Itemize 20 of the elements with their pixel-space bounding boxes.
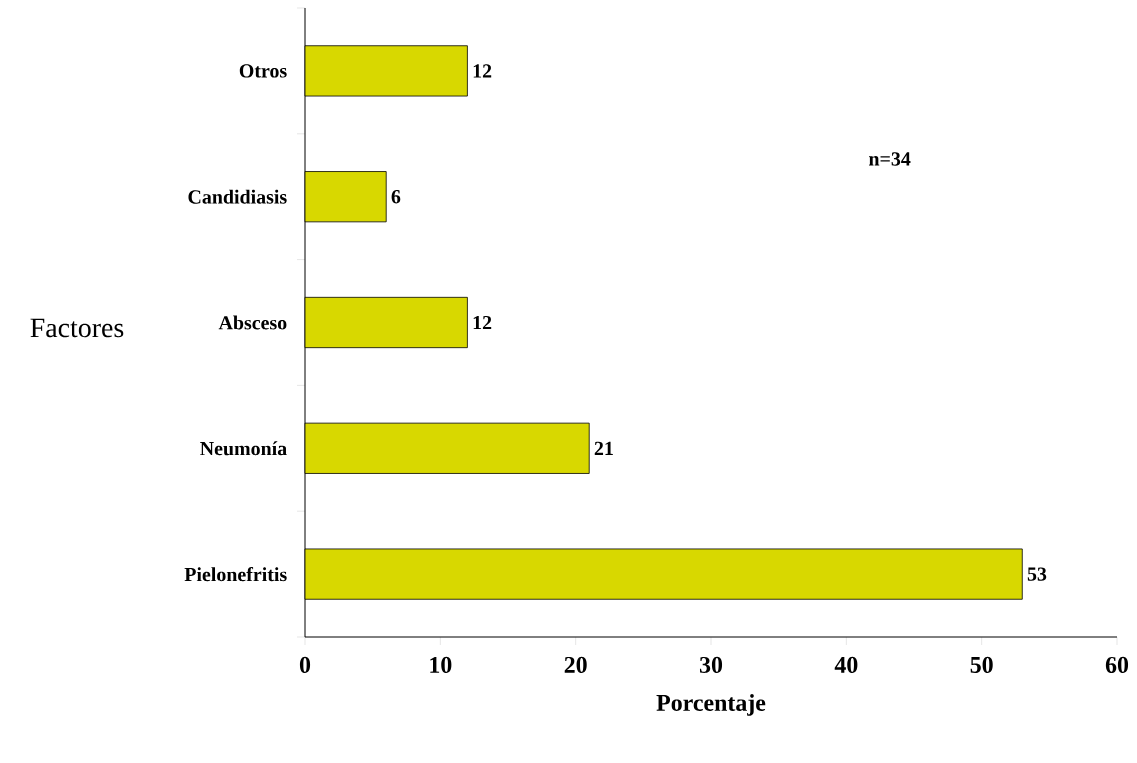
y-tick-label: Pielonefritis bbox=[184, 566, 287, 582]
x-tick-label: 0 bbox=[299, 656, 311, 673]
x-tick-label: 60 bbox=[1105, 656, 1129, 673]
y-axis-title: Factores bbox=[30, 318, 124, 338]
data-label: 21 bbox=[594, 441, 613, 455]
x-tick-label: 30 bbox=[699, 656, 723, 673]
y-tick-label: Neumonía bbox=[200, 441, 287, 456]
annotation: n=34 bbox=[869, 152, 911, 166]
x-axis-title: Porcentaje bbox=[656, 694, 766, 716]
data-label: 53 bbox=[1027, 567, 1047, 581]
data-label: 12 bbox=[473, 64, 492, 78]
data-label: 6 bbox=[391, 190, 401, 204]
x-tick-label: 50 bbox=[970, 656, 993, 673]
y-tick-label: Otros bbox=[239, 64, 287, 78]
x-tick-label: 40 bbox=[834, 656, 858, 673]
x-tick-label: 10 bbox=[430, 656, 452, 673]
y-tick-label: Candidiasis bbox=[188, 189, 287, 204]
y-tick-label: Absceso bbox=[218, 315, 287, 330]
data-label: 12 bbox=[473, 315, 492, 330]
x-tick-label: 20 bbox=[564, 656, 587, 673]
